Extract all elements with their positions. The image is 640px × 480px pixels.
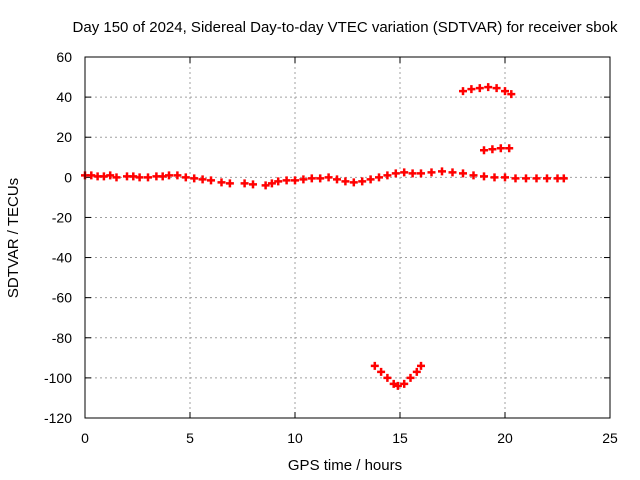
y-tick-label: -100 xyxy=(44,370,72,386)
data-point xyxy=(207,176,215,185)
data-point xyxy=(427,168,436,177)
data-point xyxy=(459,169,467,178)
data-point xyxy=(400,168,409,177)
y-axis-label: SDTVAR / TECUs xyxy=(5,178,22,298)
data-point xyxy=(467,85,476,94)
data-point xyxy=(316,174,325,183)
x-axis-ticks: 0 5 10 15 20 25 xyxy=(81,57,618,446)
data-point xyxy=(358,177,367,186)
data-point xyxy=(112,173,121,182)
data-point xyxy=(165,171,173,180)
data-point xyxy=(240,179,249,188)
data-point xyxy=(501,173,509,182)
data-point xyxy=(181,173,190,182)
data-point xyxy=(349,178,358,187)
grid xyxy=(85,57,610,418)
x-tick-label: 10 xyxy=(287,430,303,446)
y-tick-label: -60 xyxy=(52,290,72,306)
data-point xyxy=(448,168,457,177)
data-point xyxy=(393,381,402,390)
data-point xyxy=(291,176,299,185)
data-point xyxy=(532,174,541,183)
data-point xyxy=(484,83,493,92)
data-point xyxy=(225,179,234,188)
data-point xyxy=(511,174,520,183)
data-point xyxy=(412,367,421,376)
data-point xyxy=(274,177,283,186)
data-point xyxy=(377,367,386,376)
data-point xyxy=(261,181,270,190)
data-point xyxy=(490,173,499,182)
data-point xyxy=(249,180,257,189)
data-point xyxy=(106,171,115,180)
y-tick-label: 0 xyxy=(64,169,72,185)
data-point xyxy=(391,169,400,178)
data-point xyxy=(543,174,551,183)
data-point xyxy=(190,174,199,183)
data-point xyxy=(389,379,398,388)
data-point xyxy=(417,169,425,178)
data-point xyxy=(375,173,383,182)
data-point xyxy=(408,169,417,178)
data-point xyxy=(505,144,514,153)
x-tick-label: 0 xyxy=(81,430,89,446)
data-point xyxy=(144,173,152,182)
chart-title: Day 150 of 2024, Sidereal Day-to-day VTE… xyxy=(73,19,618,36)
data-point xyxy=(469,171,478,180)
data-point xyxy=(480,172,488,181)
y-tick-label: -120 xyxy=(44,410,72,426)
data-point xyxy=(492,84,501,93)
data-point xyxy=(522,174,530,183)
data-point xyxy=(459,87,467,96)
data-point xyxy=(417,361,425,370)
y-tick-label: 40 xyxy=(56,89,72,105)
data-point xyxy=(307,174,316,183)
data-point xyxy=(501,87,509,96)
data-point xyxy=(299,175,308,184)
x-tick-label: 5 xyxy=(186,430,194,446)
data-point xyxy=(480,146,488,155)
x-tick-label: 20 xyxy=(497,430,513,446)
data-point xyxy=(496,144,505,153)
y-tick-label: 60 xyxy=(56,49,72,65)
data-point xyxy=(333,175,341,184)
x-axis-label: GPS time / hours xyxy=(288,457,402,474)
y-tick-label: -20 xyxy=(52,209,72,225)
data-point xyxy=(507,90,516,99)
data-point xyxy=(366,175,375,184)
plot-border xyxy=(84,56,611,419)
data-point xyxy=(400,379,409,388)
data-point xyxy=(282,176,291,185)
data-point xyxy=(135,173,144,182)
data-point xyxy=(559,174,568,183)
data-point xyxy=(267,179,276,188)
data-point xyxy=(217,178,226,187)
data-point xyxy=(438,167,446,176)
data-point xyxy=(370,361,379,370)
data-point xyxy=(173,171,182,180)
data-point xyxy=(488,145,497,154)
data-point xyxy=(383,373,392,382)
data-point xyxy=(475,84,484,93)
x-tick-label: 25 xyxy=(602,430,618,446)
y-tick-label: -40 xyxy=(52,250,72,266)
x-tick-label: 15 xyxy=(392,430,408,446)
data-point xyxy=(383,171,392,180)
y-tick-label: -80 xyxy=(52,330,72,346)
data-series xyxy=(81,83,568,390)
data-point xyxy=(341,177,350,186)
y-tick-label: 20 xyxy=(56,129,72,145)
data-point xyxy=(198,175,207,184)
y-axis-ticks: 60 40 20 0 -20 -40 -60 -80 -100 -120 xyxy=(44,49,610,426)
data-point xyxy=(406,373,415,382)
data-point xyxy=(324,173,333,182)
